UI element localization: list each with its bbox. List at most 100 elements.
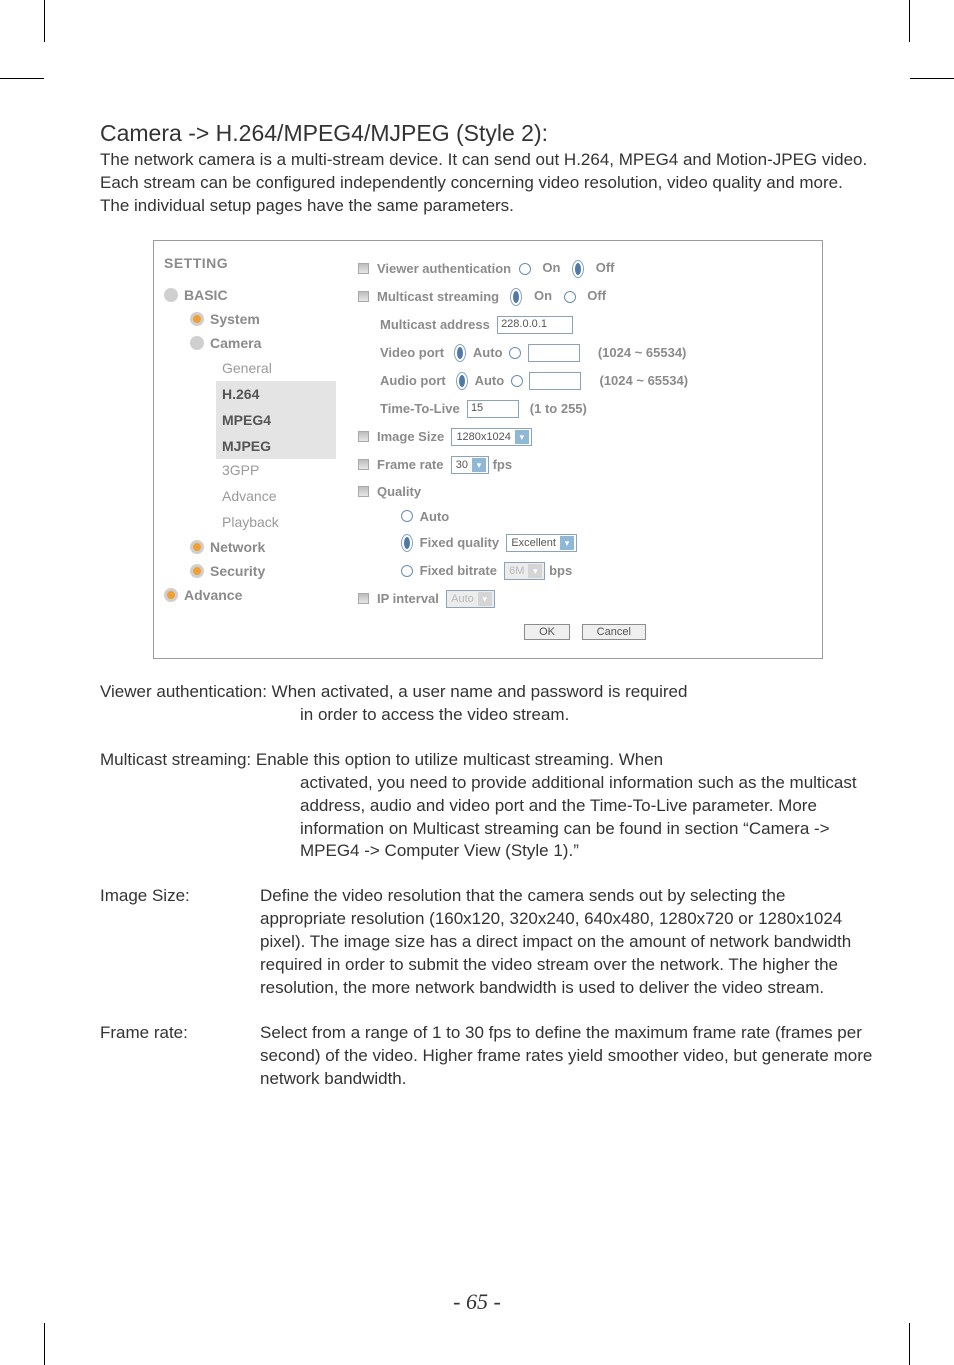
label: Viewer authentication bbox=[377, 261, 511, 276]
def-body: Define the video resolution that the cam… bbox=[260, 885, 876, 1000]
chevron-down-icon: ▾ bbox=[560, 536, 574, 550]
sidebar-item-system[interactable]: System bbox=[190, 307, 346, 331]
radio-label: Auto bbox=[420, 509, 450, 524]
section-bullet-icon bbox=[358, 459, 369, 470]
row-video-port: Video port Auto (1024 ~ 65534) bbox=[358, 339, 812, 367]
select-value: Excellent bbox=[511, 537, 556, 549]
def-body: activated, you need to provide additiona… bbox=[100, 772, 876, 864]
def-term: Frame rate: bbox=[100, 1022, 260, 1091]
def-multicast: Multicast streaming: Enable this option … bbox=[100, 749, 876, 864]
fps-label: fps bbox=[493, 457, 513, 472]
label: Multicast streaming bbox=[377, 289, 499, 304]
sidebar-item-advance2[interactable]: Advance bbox=[164, 583, 346, 607]
row-quality: Quality bbox=[358, 479, 812, 504]
chevron-down-icon bbox=[190, 336, 204, 350]
def-body: Select from a range of 1 to 30 fps to de… bbox=[260, 1022, 876, 1091]
label: Time-To-Live bbox=[380, 401, 460, 416]
radio-quality-fixed[interactable] bbox=[401, 534, 413, 552]
radio-label: On bbox=[534, 288, 552, 303]
definitions: Viewer authentication: When activated, a… bbox=[100, 681, 876, 1091]
radio-auto[interactable] bbox=[454, 344, 466, 362]
chevron-down-icon: ▾ bbox=[515, 430, 529, 444]
row-multicast-address: Multicast address 228.0.0.1 bbox=[358, 311, 812, 339]
sidebar-item-label: Network bbox=[210, 539, 265, 555]
def-body: in order to access the video stream. bbox=[100, 704, 876, 727]
radio-manual[interactable] bbox=[511, 375, 523, 387]
label: IP interval bbox=[377, 591, 439, 606]
radio-manual[interactable] bbox=[509, 347, 521, 359]
row-quality-fixed: Fixed quality Excellent ▾ bbox=[358, 529, 812, 557]
chevron-down-icon: ▾ bbox=[478, 592, 492, 606]
sidebar-item-playback[interactable]: Playback bbox=[216, 509, 346, 535]
multicast-address-input[interactable]: 228.0.0.1 bbox=[497, 316, 573, 334]
label: Multicast address bbox=[380, 317, 490, 332]
sidebar-item-mjpeg[interactable]: MJPEG bbox=[216, 433, 336, 459]
def-lead: Multicast streaming: Enable this option … bbox=[100, 750, 663, 769]
folder-icon bbox=[190, 312, 204, 326]
folder-icon bbox=[190, 564, 204, 578]
radio-off[interactable] bbox=[564, 291, 576, 303]
settings-content: Viewer authentication On Off Multicast s… bbox=[354, 241, 822, 658]
frame-rate-select[interactable]: 30 ▾ bbox=[451, 456, 489, 474]
row-ttl: Time-To-Live 15 (1 to 255) bbox=[358, 395, 812, 423]
radio-label: Off bbox=[587, 288, 606, 303]
sidebar-item-basic[interactable]: BASIC bbox=[164, 283, 346, 307]
cancel-button[interactable]: Cancel bbox=[582, 624, 646, 640]
row-audio-port: Audio port Auto (1024 ~ 65534) bbox=[358, 367, 812, 395]
sidebar-item-security[interactable]: Security bbox=[190, 559, 346, 583]
button-row: OK Cancel bbox=[358, 613, 812, 640]
video-port-input[interactable] bbox=[528, 344, 580, 362]
def-viewer-auth: Viewer authentication: When activated, a… bbox=[100, 681, 876, 727]
sidebar-item-camera[interactable]: Camera bbox=[190, 331, 346, 355]
sidebar-item-label: Security bbox=[210, 563, 265, 579]
label: Image Size bbox=[377, 429, 444, 444]
section-bullet-icon bbox=[358, 431, 369, 442]
sidebar-item-advance[interactable]: Advance bbox=[216, 483, 346, 509]
ok-button[interactable]: OK bbox=[524, 624, 570, 640]
ttl-input[interactable]: 15 bbox=[467, 400, 519, 418]
radio-on[interactable] bbox=[519, 263, 531, 275]
bps-label: bps bbox=[549, 563, 572, 578]
row-viewer-auth: Viewer authentication On Off bbox=[358, 255, 812, 283]
sidebar-item-label: Camera bbox=[210, 335, 261, 351]
port-range: (1024 ~ 65534) bbox=[600, 373, 689, 388]
select-value: 30 bbox=[456, 459, 468, 471]
intro-paragraph: The network camera is a multi-stream dev… bbox=[100, 149, 876, 218]
row-quality-auto: Auto bbox=[358, 504, 812, 529]
radio-label: On bbox=[542, 260, 560, 275]
sidebar-item-label: System bbox=[210, 311, 260, 327]
crop-mark bbox=[909, 1323, 910, 1365]
row-quality-bitrate: Fixed bitrate 6M ▾ bps bbox=[358, 557, 812, 585]
radio-quality-auto[interactable] bbox=[401, 510, 413, 522]
ip-interval-select[interactable]: Auto ▾ bbox=[446, 590, 495, 608]
sidebar-item-general[interactable]: General bbox=[216, 355, 346, 381]
chevron-down-icon bbox=[164, 288, 178, 302]
radio-on[interactable] bbox=[510, 288, 522, 306]
sidebar-item-mpeg4[interactable]: MPEG4 bbox=[216, 407, 336, 433]
fixed-quality-select[interactable]: Excellent ▾ bbox=[506, 534, 577, 552]
settings-sidebar: SETTING BASIC System Camera General H.26… bbox=[154, 241, 354, 658]
multicast-toggle: On Off bbox=[499, 288, 610, 306]
page-content: Camera -> H.264/MPEG4/MJPEG (Style 2): T… bbox=[100, 120, 876, 1305]
sidebar-item-3gpp[interactable]: 3GPP bbox=[216, 457, 346, 483]
sidebar-title: SETTING bbox=[164, 255, 346, 271]
crop-mark bbox=[44, 0, 45, 42]
audio-port-input[interactable] bbox=[529, 372, 581, 390]
radio-off[interactable] bbox=[572, 260, 584, 278]
label: Video port bbox=[380, 345, 444, 360]
radio-label: Fixed quality bbox=[420, 535, 499, 550]
radio-auto[interactable] bbox=[456, 372, 468, 390]
radio-quality-bitrate[interactable] bbox=[401, 565, 413, 577]
fixed-bitrate-select[interactable]: 6M ▾ bbox=[504, 562, 545, 580]
def-frame-rate: Frame rate: Select from a range of 1 to … bbox=[100, 1022, 876, 1091]
section-bullet-icon bbox=[358, 593, 369, 604]
radio-label: Auto bbox=[475, 373, 505, 388]
section-heading: Camera -> H.264/MPEG4/MJPEG (Style 2): bbox=[100, 120, 876, 147]
folder-icon bbox=[190, 540, 204, 554]
sidebar-item-label: Advance bbox=[184, 587, 242, 603]
label: Quality bbox=[377, 484, 421, 499]
sidebar-item-network[interactable]: Network bbox=[190, 535, 346, 559]
sidebar-item-h264[interactable]: H.264 bbox=[216, 381, 336, 407]
select-value: 1280x1024 bbox=[456, 431, 510, 443]
image-size-select[interactable]: 1280x1024 ▾ bbox=[451, 428, 531, 446]
